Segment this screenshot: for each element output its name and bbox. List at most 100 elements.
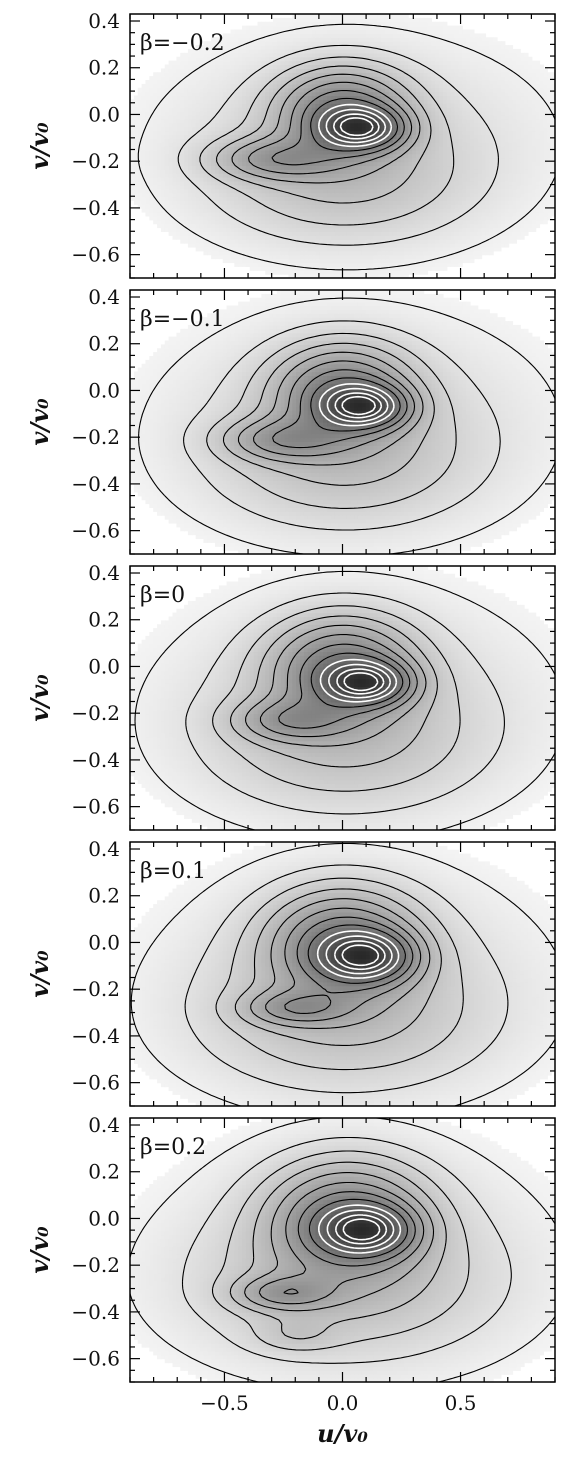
contour-lines	[137, 23, 555, 271]
contour-level-9	[319, 658, 398, 703]
contour-level-5	[250, 898, 431, 1029]
contour-level-4	[229, 1161, 447, 1340]
contour-level-4	[234, 888, 442, 1046]
contour-level-11	[332, 113, 380, 140]
y-tick-label: 0.4	[88, 837, 120, 861]
contour-level-9	[318, 103, 393, 148]
contour-level-7	[272, 369, 408, 449]
contour-level-6	[259, 633, 418, 738]
y-tick-label: 0.2	[88, 608, 120, 632]
x-axis	[129, 842, 556, 1106]
contour-level-10	[325, 108, 387, 144]
contour-level-10	[326, 1209, 395, 1250]
contour-level-6	[258, 1181, 425, 1305]
contour-level-6	[253, 360, 416, 457]
contour-level-6	[265, 907, 422, 1022]
contour-lines	[130, 1118, 555, 1382]
y-tick-label: 0.2	[88, 332, 120, 356]
y-axis-title: v/v₀	[25, 398, 54, 446]
contour-level-10	[326, 387, 389, 423]
y-tick-label: −0.6	[71, 1347, 120, 1371]
x-axis	[129, 14, 556, 278]
contour-level-9	[318, 1204, 402, 1254]
contour-level-12	[339, 117, 374, 137]
contour-level-9	[316, 930, 400, 979]
y-tick-label: 0.2	[88, 1160, 120, 1184]
contour-level-8	[310, 377, 401, 432]
contour-level-3	[206, 332, 457, 509]
contour-level-2	[185, 592, 505, 815]
contour-level-11	[334, 392, 383, 419]
contour-level-12	[341, 395, 377, 416]
contour-level-11	[333, 940, 386, 971]
contour-level-4	[229, 615, 438, 768]
contour-level-11	[335, 1214, 388, 1245]
y-tick-label: −0.6	[71, 243, 120, 267]
contour-level-8	[310, 652, 404, 708]
contour-level-2	[184, 864, 509, 1094]
y-tick-label: −0.6	[71, 519, 120, 543]
y-tick-label: −0.6	[71, 1071, 120, 1095]
x-axis	[129, 290, 556, 554]
y-tick-label: 0.0	[88, 930, 120, 954]
y-tick-label: −0.2	[71, 1253, 120, 1277]
contour-level-2	[177, 44, 499, 246]
panel-label: β=0	[140, 583, 185, 608]
contour-level-3	[211, 1150, 470, 1351]
y-tick-label: −0.6	[71, 795, 120, 819]
y-tick-label: −0.2	[71, 977, 120, 1001]
panel-label: β=−0.1	[140, 307, 225, 332]
contour-level-12	[342, 1218, 381, 1241]
y-axis: −0.6 −0.4 −0.2 0.0 0.2 0.4	[71, 1113, 555, 1383]
contour-level-12	[341, 944, 380, 967]
x-axis-title: u/v₀	[317, 1419, 368, 1448]
y-tick-label: 0.0	[88, 654, 120, 678]
y-axis-title: v/v₀	[25, 674, 54, 722]
contour-level-10	[328, 663, 392, 699]
panel-label: β=0.1	[140, 859, 206, 884]
y-tick-label: −0.4	[71, 748, 120, 772]
density-shading	[130, 1118, 555, 1382]
contour-level-3	[199, 56, 455, 226]
y-tick-label: 0.4	[88, 9, 120, 33]
panel-5: −0.6 −0.4 −0.2 0.0 0.2 0.4 −0.5 0.0 0.5 v/v₀ u/v₀ β…	[25, 1113, 556, 1448]
contour-level-7	[284, 916, 414, 1014]
contour-level-6	[247, 81, 413, 175]
x-tick-label: 0.5	[445, 1391, 477, 1415]
y-tick-label: −0.4	[71, 472, 120, 496]
contour-level-5	[231, 73, 421, 184]
contour-level-5	[237, 351, 424, 466]
density-shading	[130, 290, 555, 554]
y-axis: −0.6 −0.4 −0.2 0.0 0.2 0.4	[71, 561, 555, 831]
panel-3: −0.6 −0.4 −0.2 0.0 0.2 0.4 v/v₀ β=0	[25, 561, 556, 831]
y-axis: −0.6 −0.4 −0.2 0.0 0.2 0.4	[71, 9, 555, 279]
contour-level-2	[183, 320, 501, 531]
y-tick-label: 0.4	[88, 285, 120, 309]
y-tick-label: 0.2	[88, 56, 120, 80]
panel-4: −0.6 −0.4 −0.2 0.0 0.2 0.4 v/v₀ β=0.1	[25, 837, 556, 1107]
y-tick-label: 0.0	[88, 102, 120, 126]
contour-level-7	[283, 1191, 416, 1295]
contour-lines	[138, 297, 555, 554]
contour-lines	[134, 570, 555, 830]
y-axis: −0.6 −0.4 −0.2 0.0 0.2 0.4	[71, 285, 555, 555]
contour-level-8	[307, 924, 406, 984]
y-tick-label: −0.2	[71, 149, 120, 173]
contour-level-5	[245, 624, 427, 747]
y-axis-title: v/v₀	[25, 122, 54, 170]
y-tick-label: −0.4	[71, 196, 120, 220]
contour-level-8	[308, 1198, 409, 1259]
y-axis: −0.6 −0.4 −0.2 0.0 0.2 0.4	[71, 837, 555, 1107]
contour-level-2	[181, 1136, 512, 1364]
y-tick-label: 0.0	[88, 1206, 120, 1230]
contour-level-12	[343, 672, 379, 692]
contour-level-1	[130, 842, 555, 1106]
x-axis	[129, 566, 556, 830]
x-tick-label: 0.0	[327, 1391, 359, 1415]
contour-level-5	[244, 1172, 435, 1312]
contour-level-11	[336, 668, 385, 695]
contour-level-4	[216, 65, 432, 204]
x-tick-label: −0.5	[200, 1391, 249, 1415]
contour-level-1	[137, 23, 555, 271]
